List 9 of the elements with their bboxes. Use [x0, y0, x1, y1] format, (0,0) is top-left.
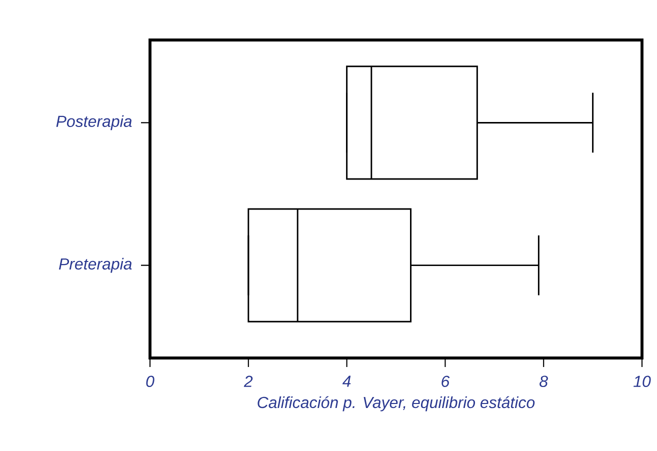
x-axis-title: Calificación p. Vayer, equilibrio estático: [258, 396, 535, 412]
x-tick-label: 0: [146, 376, 154, 388]
x-tick-label: 2: [244, 376, 253, 387]
x-tick-label: 8: [540, 376, 548, 388]
x-tick-label: 6: [442, 376, 450, 388]
y-tick-label: Preterapia: [58, 258, 132, 273]
x-tick-label: 4: [342, 376, 351, 387]
x-tick-label: 10: [634, 376, 651, 388]
y-tick-label: Posterapia: [56, 115, 132, 130]
